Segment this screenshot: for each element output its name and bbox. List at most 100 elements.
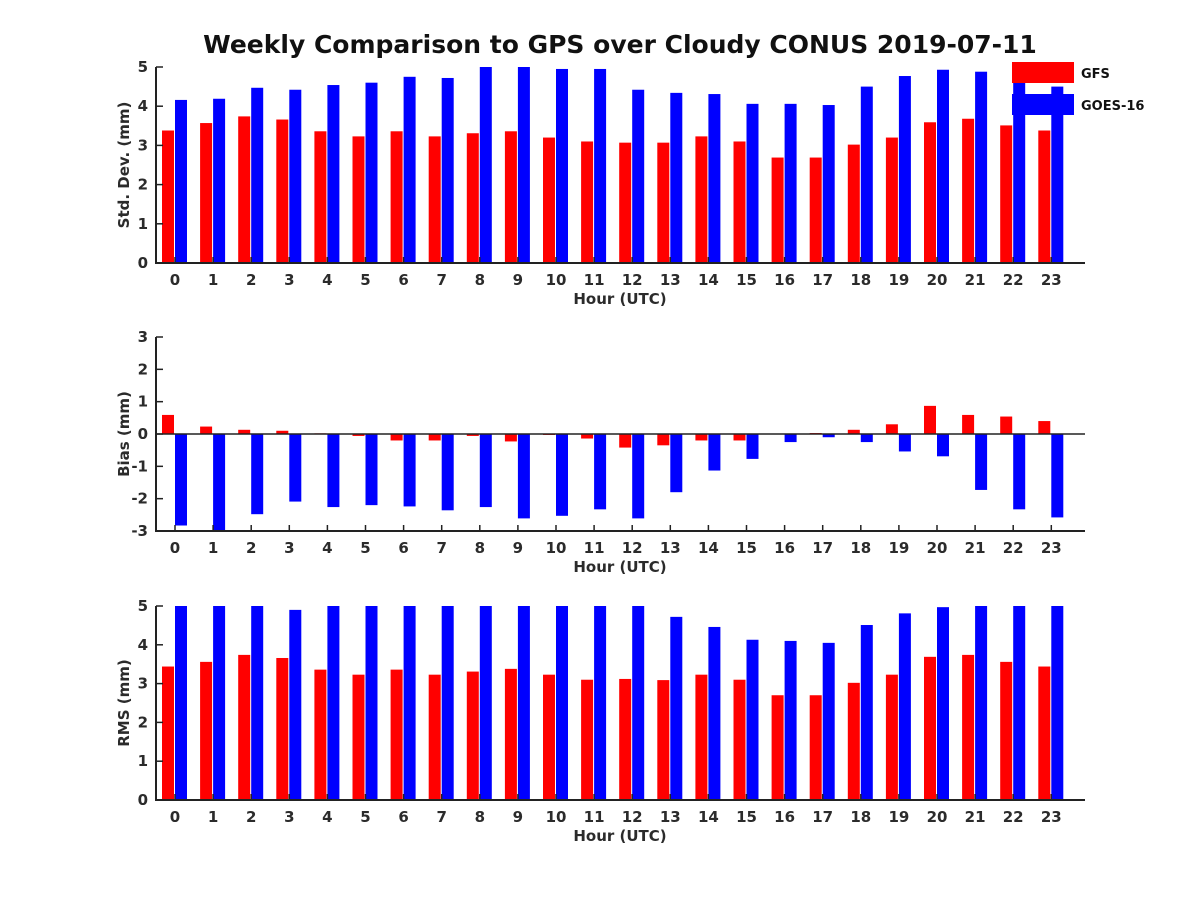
- y-axis-label: Bias (mm): [115, 391, 133, 477]
- bar-gfs-hour-16: [772, 695, 784, 800]
- bar-goes-16-hour-18: [861, 87, 873, 263]
- bar-gfs-hour-7: [429, 675, 441, 800]
- bar-gfs-hour-23: [1038, 667, 1050, 800]
- bar-goes-16-hour-9: [518, 67, 530, 263]
- bar-gfs-hour-21: [962, 415, 974, 434]
- bar-goes-16-hour-5: [366, 434, 378, 505]
- x-tick-label: 20: [927, 808, 948, 826]
- x-tick-label: 19: [888, 808, 909, 826]
- bar-gfs-hour-0: [162, 415, 174, 434]
- x-tick-label: 5: [360, 539, 370, 557]
- bar-gfs-hour-21: [962, 119, 974, 263]
- x-tick-label: 9: [513, 539, 523, 557]
- bar-gfs-hour-19: [886, 675, 898, 800]
- bar-goes-16-hour-2: [251, 434, 263, 514]
- x-tick-label: 0: [170, 808, 180, 826]
- x-tick-label: 16: [774, 808, 795, 826]
- bar-gfs-hour-9: [505, 131, 517, 263]
- bar-gfs-hour-12: [619, 434, 631, 448]
- x-tick-label: 23: [1041, 808, 1062, 826]
- y-tick-label: 2: [138, 176, 148, 194]
- x-tick-label: 10: [546, 808, 567, 826]
- x-axis-label: Hour (UTC): [573, 827, 666, 845]
- bar-goes-16-hour-14: [708, 94, 720, 263]
- y-tick-label: 1: [138, 393, 148, 411]
- bar-goes-16-hour-11: [594, 606, 606, 800]
- bar-gfs-hour-22: [1000, 125, 1012, 263]
- bar-gfs-hour-2: [238, 116, 250, 263]
- bar-goes-16-hour-18: [861, 434, 873, 442]
- bar-goes-16-hour-8: [480, 434, 492, 507]
- x-tick-label: 8: [475, 539, 485, 557]
- bar-gfs-hour-15: [734, 680, 746, 800]
- bar-goes-16-hour-16: [785, 434, 797, 442]
- legend-label-goes-16: GOES-16: [1081, 99, 1144, 114]
- y-axis-label: Std. Dev. (mm): [115, 102, 133, 229]
- x-tick-label: 18: [850, 539, 871, 557]
- bar-goes-16-hour-19: [899, 613, 911, 800]
- bar-goes-16-hour-3: [289, 610, 301, 800]
- x-tick-label: 22: [1003, 808, 1024, 826]
- bar-gfs-hour-0: [162, 667, 174, 800]
- bar-gfs-hour-11: [581, 141, 593, 263]
- bar-gfs-hour-19: [886, 138, 898, 263]
- bar-goes-16-hour-21: [975, 606, 987, 800]
- legend-swatch-goes-16: [1012, 94, 1074, 115]
- x-tick-label: 7: [436, 271, 446, 289]
- bar-gfs-hour-23: [1038, 131, 1050, 263]
- bar-gfs-hour-10: [543, 138, 555, 263]
- x-tick-label: 10: [546, 539, 567, 557]
- bar-goes-16-hour-19: [899, 434, 911, 451]
- bar-gfs-hour-9: [505, 434, 517, 441]
- bar-gfs-hour-14: [695, 136, 707, 263]
- bar-goes-16-hour-6: [404, 77, 416, 263]
- bar-gfs-hour-22: [1000, 417, 1012, 434]
- bar-goes-16-hour-8: [480, 67, 492, 263]
- bar-goes-16-hour-14: [708, 434, 720, 471]
- x-tick-label: 23: [1041, 539, 1062, 557]
- x-tick-label: 0: [170, 271, 180, 289]
- bar-gfs-hour-1: [200, 123, 212, 263]
- bar-gfs-hour-3: [276, 120, 288, 263]
- x-axis-label: Hour (UTC): [573, 558, 666, 576]
- legend-swatch-gfs: [1012, 62, 1074, 83]
- y-tick-label: 0: [138, 425, 148, 443]
- x-tick-label: 5: [360, 808, 370, 826]
- y-tick-label: -2: [131, 490, 148, 508]
- bar-goes-16-hour-10: [556, 69, 568, 263]
- bar-goes-16-hour-7: [442, 78, 454, 263]
- bar-goes-16-hour-17: [823, 643, 835, 800]
- x-tick-label: 4: [322, 539, 332, 557]
- x-tick-label: 1: [208, 808, 218, 826]
- bar-goes-16-hour-17: [823, 105, 835, 263]
- x-tick-label: 18: [850, 271, 871, 289]
- bar-gfs-hour-16: [772, 158, 784, 263]
- x-tick-label: 1: [208, 539, 218, 557]
- bar-goes-16-hour-20: [937, 70, 949, 263]
- x-tick-label: 0: [170, 539, 180, 557]
- bar-goes-16-hour-12: [632, 434, 644, 518]
- x-tick-label: 21: [965, 271, 986, 289]
- bar-goes-16-hour-15: [747, 640, 759, 800]
- bar-goes-16-hour-8: [480, 606, 492, 800]
- x-tick-label: 11: [584, 808, 605, 826]
- bar-gfs-hour-7: [429, 136, 441, 263]
- bar-gfs-hour-9: [505, 669, 517, 800]
- bar-gfs-hour-21: [962, 655, 974, 800]
- x-tick-label: 14: [698, 539, 719, 557]
- bar-gfs-hour-11: [581, 680, 593, 800]
- bar-goes-16-hour-16: [785, 641, 797, 800]
- bar-goes-16-hour-13: [670, 93, 682, 263]
- bar-goes-16-hour-1: [213, 434, 225, 530]
- bar-goes-16-hour-7: [442, 434, 454, 510]
- x-tick-label: 12: [622, 539, 643, 557]
- bar-goes-16-hour-12: [632, 606, 644, 800]
- bar-goes-16-hour-4: [327, 434, 339, 507]
- x-tick-label: 22: [1003, 271, 1024, 289]
- bar-gfs-hour-20: [924, 122, 936, 263]
- bar-gfs-hour-6: [391, 434, 403, 440]
- x-tick-label: 17: [812, 539, 833, 557]
